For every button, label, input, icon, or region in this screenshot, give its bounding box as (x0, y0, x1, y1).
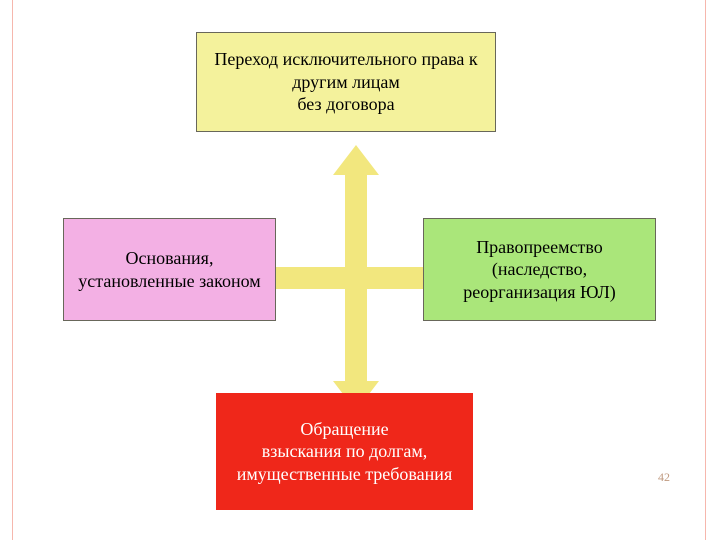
box-left-text: Основания, установленные законом (74, 247, 265, 292)
slide-frame: Переход исключительного права к другим л… (12, 0, 706, 540)
box-bottom-text: Обращениевзыскания по долгам, имуществен… (227, 418, 462, 486)
box-right-text: Правопреемство (наследство, реорганизаци… (434, 236, 645, 304)
box-right: Правопреемство (наследство, реорганизаци… (423, 218, 656, 321)
page-number: 42 (658, 470, 670, 485)
box-left: Основания, установленные законом (63, 218, 276, 321)
box-top-text: Переход исключительного права к другим л… (207, 48, 485, 116)
box-top: Переход исключительного права к другим л… (196, 32, 496, 132)
box-bottom: Обращениевзыскания по долгам, имуществен… (216, 393, 473, 510)
